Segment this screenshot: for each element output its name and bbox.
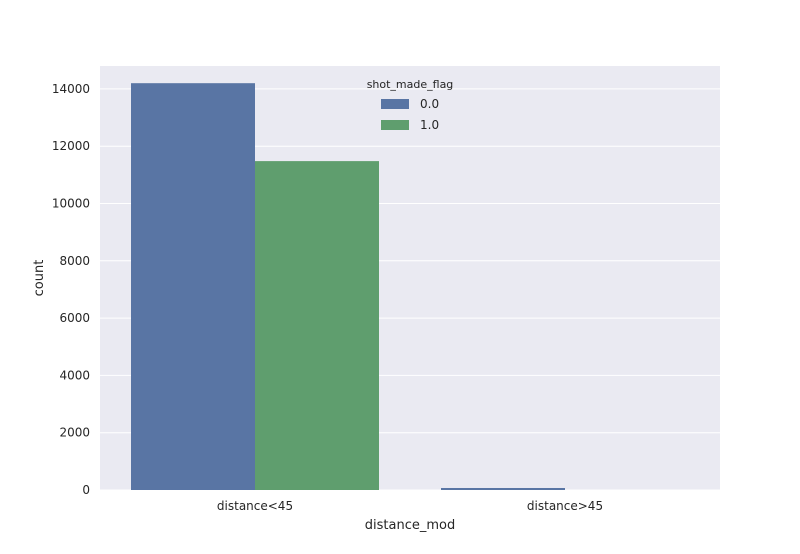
- y-tick-label: 0: [82, 483, 90, 497]
- x-tick-label: distance<45: [217, 499, 293, 513]
- y-axis-label: count: [32, 260, 47, 297]
- bar-2-1: [255, 161, 379, 490]
- legend-label: 1.0: [420, 118, 439, 132]
- legend-label: 0.0: [420, 97, 439, 111]
- bars: [131, 83, 565, 491]
- y-tick-label: 12000: [52, 139, 90, 153]
- y-tick-label: 6000: [59, 311, 90, 325]
- bar-1-1: [131, 83, 255, 491]
- legend-items: 0.0 1.0: [381, 97, 439, 132]
- x-axis-label: distance_mod: [365, 518, 455, 533]
- legend-swatch: [381, 120, 409, 130]
- legend-title: shot_made_flag: [367, 78, 454, 91]
- legend-swatch: [381, 99, 409, 109]
- x-tick-label: distance>45: [527, 499, 603, 513]
- y-tick-label: 14000: [52, 82, 90, 96]
- y-tick-label: 8000: [59, 254, 90, 268]
- bar-1-2: [441, 487, 565, 490]
- legend: shot_made_flag 0.0 1.0: [367, 78, 454, 132]
- x-axis-ticks: distance<45 distance>45: [217, 499, 603, 513]
- y-axis-ticks: 0 2000 4000 6000 8000 10000 12000 14000: [52, 82, 90, 497]
- y-tick-label: 10000: [52, 197, 90, 211]
- y-tick-label: 2000: [59, 426, 90, 440]
- y-tick-label: 4000: [59, 368, 90, 382]
